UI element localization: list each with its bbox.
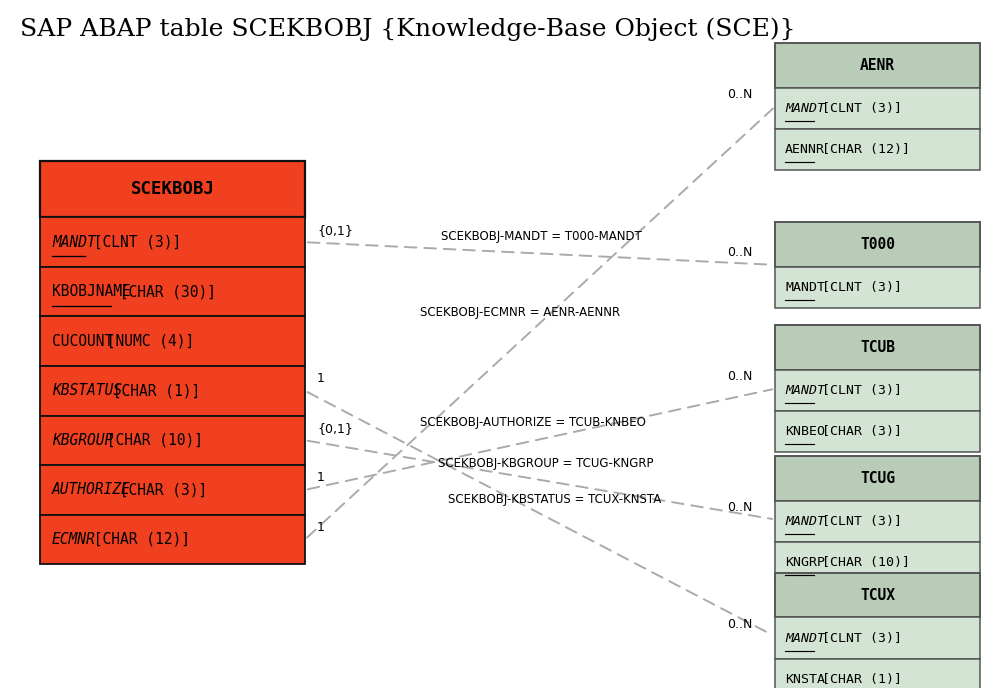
Bar — [775, 325, 980, 370]
Bar — [775, 129, 980, 171]
Text: [CHAR (12)]: [CHAR (12)] — [814, 143, 910, 156]
Text: AENNR: AENNR — [785, 143, 825, 156]
Text: KBSTATUS: KBSTATUS — [52, 383, 122, 398]
Bar — [40, 416, 305, 465]
Text: CUCOUNT: CUCOUNT — [52, 334, 113, 349]
Text: MANDT: MANDT — [785, 515, 825, 528]
Text: MANDT: MANDT — [785, 632, 825, 645]
Bar — [40, 217, 305, 267]
Text: {0,1}: {0,1} — [317, 224, 353, 237]
Text: 1: 1 — [317, 521, 325, 534]
Text: ECMNR: ECMNR — [52, 532, 96, 547]
Text: AUTHORIZE: AUTHORIZE — [52, 482, 131, 497]
Bar — [775, 43, 980, 88]
Text: SCEKBOBJ-KBGROUP = TCUG-KNGRP: SCEKBOBJ-KBGROUP = TCUG-KNGRP — [438, 457, 654, 470]
Text: TCUG: TCUG — [860, 471, 895, 486]
Text: [CLNT (3)]: [CLNT (3)] — [814, 515, 902, 528]
Text: KBOBJNAME: KBOBJNAME — [52, 284, 131, 299]
Text: MANDT: MANDT — [785, 102, 825, 115]
Text: 0..N: 0..N — [727, 88, 752, 101]
Bar — [40, 465, 305, 515]
Text: AENR: AENR — [860, 58, 895, 73]
Text: [CHAR (3)]: [CHAR (3)] — [111, 482, 207, 497]
Text: [CHAR (10)]: [CHAR (10)] — [814, 556, 910, 569]
Text: 0..N: 0..N — [727, 246, 752, 259]
Bar — [40, 515, 305, 564]
Text: SCEKBOBJ-ECMNR = AENR-AENNR: SCEKBOBJ-ECMNR = AENR-AENNR — [420, 306, 620, 319]
Text: KNGRP: KNGRP — [785, 556, 825, 569]
Text: KNSTA: KNSTA — [785, 673, 825, 686]
Bar — [40, 267, 305, 316]
Text: [CLNT (3)]: [CLNT (3)] — [85, 235, 181, 250]
Text: {0,1}: {0,1} — [317, 422, 353, 435]
Text: 0..N: 0..N — [727, 618, 752, 631]
Bar — [775, 266, 980, 308]
Text: SCEKBOBJ-AUTHORIZE = TCUB-KNBEO: SCEKBOBJ-AUTHORIZE = TCUB-KNBEO — [420, 416, 645, 429]
Bar — [775, 542, 980, 583]
Text: SCEKBOBJ-KBSTATUS = TCUX-KNSTA: SCEKBOBJ-KBSTATUS = TCUX-KNSTA — [448, 493, 662, 506]
Text: [CHAR (30)]: [CHAR (30)] — [111, 284, 216, 299]
Bar — [40, 366, 305, 416]
Bar — [775, 456, 980, 501]
Bar — [40, 316, 305, 366]
Text: [CLNT (3)]: [CLNT (3)] — [814, 102, 902, 115]
Text: SCEKBOBJ: SCEKBOBJ — [131, 180, 215, 198]
Text: KNBEO: KNBEO — [785, 425, 825, 438]
Bar — [775, 572, 980, 618]
Text: TCUX: TCUX — [860, 588, 895, 603]
Text: [CHAR (3)]: [CHAR (3)] — [814, 425, 902, 438]
Text: [CLNT (3)]: [CLNT (3)] — [814, 384, 902, 397]
Bar — [40, 161, 305, 217]
Text: 1: 1 — [317, 372, 325, 385]
Bar — [775, 222, 980, 266]
Text: 1: 1 — [317, 471, 325, 484]
Text: [CLNT (3)]: [CLNT (3)] — [814, 632, 902, 645]
Text: [CHAR (10)]: [CHAR (10)] — [98, 433, 203, 448]
Text: [CHAR (1)]: [CHAR (1)] — [104, 383, 200, 398]
Text: SAP ABAP table SCEKBOBJ {Knowledge-Base Object (SCE)}: SAP ABAP table SCEKBOBJ {Knowledge-Base … — [20, 17, 796, 41]
Text: 0..N: 0..N — [727, 501, 752, 514]
Text: T000: T000 — [860, 237, 895, 252]
Text: MANDT: MANDT — [785, 384, 825, 397]
Bar — [775, 87, 980, 129]
Text: MANDT: MANDT — [785, 281, 825, 294]
Bar — [775, 411, 980, 453]
Text: SCEKBOBJ-MANDT = T000-MANDT: SCEKBOBJ-MANDT = T000-MANDT — [441, 230, 642, 243]
Text: MANDT: MANDT — [52, 235, 96, 250]
Text: 0..N: 0..N — [727, 370, 752, 383]
Text: KBGROUP: KBGROUP — [52, 433, 113, 448]
Bar — [775, 618, 980, 659]
Bar — [775, 369, 980, 411]
Bar — [775, 501, 980, 542]
Bar — [775, 659, 980, 688]
Text: [CLNT (3)]: [CLNT (3)] — [814, 281, 902, 294]
Text: [NUMC (4)]: [NUMC (4)] — [98, 334, 194, 349]
Text: TCUB: TCUB — [860, 340, 895, 355]
Text: [CHAR (1)]: [CHAR (1)] — [814, 673, 902, 686]
Text: [CHAR (12)]: [CHAR (12)] — [85, 532, 190, 547]
